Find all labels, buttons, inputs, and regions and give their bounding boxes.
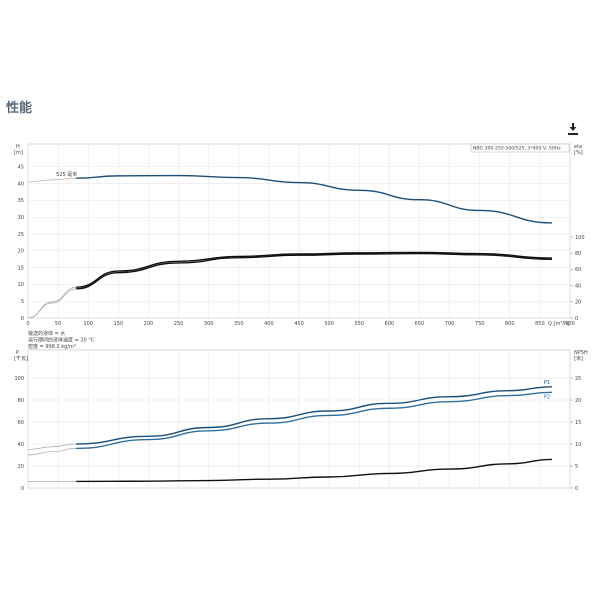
y-left-tick-label: 0 — [21, 316, 24, 322]
y-right-tick-label: 20 — [575, 398, 581, 404]
y-left-tick-label: 5 — [21, 299, 24, 305]
y-right-tick-label: 80 — [575, 251, 581, 257]
y-left-axis-unit: [千瓦] — [14, 355, 28, 362]
x-axis-label: Q [m³/h] — [548, 321, 569, 327]
extension-curve — [27, 177, 77, 183]
y-right-tick-label: 40 — [575, 283, 581, 289]
y-right-axis-unit: [%] — [574, 150, 583, 156]
x-tick-label: 700 — [445, 321, 455, 327]
series-line-P2 — [76, 391, 552, 450]
y-left-tick-label: 10 — [18, 282, 24, 288]
y-left-tick-label: 20 — [18, 464, 24, 470]
x-tick-label: 550 — [354, 321, 364, 327]
extension-curve — [27, 288, 77, 319]
series-label: P2 — [544, 394, 550, 400]
y-right-tick-label: 20 — [575, 300, 581, 306]
y-right-tick-label: 5 — [575, 464, 578, 470]
x-tick-label: 800 — [505, 321, 515, 327]
info-box-text: NBG 300-250-500/525, 3*400 V, 50Hz — [473, 146, 561, 152]
x-tick-label: 150 — [114, 321, 124, 327]
y-right-axis-label: NPSH — [574, 350, 588, 356]
download-icon[interactable] — [567, 122, 579, 136]
y-left-tick-label: 35 — [18, 198, 24, 204]
x-tick-label: 50 — [55, 321, 61, 327]
series-line-525-毫米 — [76, 174, 552, 224]
y-left-tick-label: 100 — [14, 376, 24, 382]
y-left-tick-label: 15 — [18, 265, 24, 271]
y-right-tick-label: 10 — [575, 442, 581, 448]
y-right-tick-label: 0 — [575, 486, 578, 492]
x-tick-label: 500 — [324, 321, 334, 327]
x-tick-label: 900 — [565, 321, 575, 327]
panel-power-npsh — [27, 349, 573, 489]
panel-head-efficiency — [27, 143, 573, 319]
chart-note: 输送的液体 = 水 — [28, 330, 65, 337]
x-tick-label: 400 — [264, 321, 274, 327]
series-line-right-2 — [76, 458, 552, 483]
y-left-tick-label: 40 — [18, 181, 24, 187]
x-tick-label: 650 — [415, 321, 425, 327]
y-left-tick-label: 30 — [18, 215, 24, 221]
chart-note: 密度 = 998.2 kg/m³ — [28, 343, 76, 350]
x-tick-label: 450 — [294, 321, 304, 327]
y-left-tick-label: 40 — [18, 442, 24, 448]
x-tick-label: 0 — [26, 321, 29, 327]
y-left-tick-label: 45 — [18, 165, 24, 171]
y-left-tick-label: 25 — [18, 232, 24, 238]
chart-note: 运行期间的液体温度 = 20 °C — [28, 336, 95, 343]
y-left-tick-label: 60 — [18, 420, 24, 426]
y-left-tick-label: 80 — [18, 398, 24, 404]
y-right-tick-label: 100 — [575, 235, 585, 241]
extension-curve — [27, 286, 77, 319]
x-tick-label: 300 — [204, 321, 214, 327]
x-tick-label: 350 — [234, 321, 244, 327]
series-line-right-2 — [76, 252, 552, 290]
y-right-axis-label: eta — [574, 144, 582, 150]
y-left-axis-unit: [m] — [14, 150, 23, 156]
y-right-tick-label: 0 — [575, 316, 578, 322]
y-left-tick-label: 20 — [18, 249, 24, 255]
x-tick-label: 600 — [385, 321, 395, 327]
info-box — [470, 143, 570, 153]
y-left-axis-label: H — [16, 144, 20, 150]
y-right-tick-label: 60 — [575, 267, 581, 273]
y-right-tick-label: 25 — [575, 376, 581, 382]
x-tick-label: 750 — [475, 321, 485, 327]
y-left-tick-label: 0 — [21, 486, 24, 492]
series-line-P1 — [76, 386, 552, 445]
x-tick-label: 200 — [144, 321, 154, 327]
page-title: 性能 — [6, 101, 33, 116]
y-left-axis-label: P — [16, 350, 19, 356]
x-tick-label: 850 — [535, 321, 545, 327]
series-label: P1 — [544, 380, 550, 386]
extension-curve — [27, 448, 77, 456]
series-label: 525 毫米 — [56, 171, 77, 178]
y-right-tick-label: 15 — [575, 420, 581, 426]
series-line-right-1 — [76, 251, 552, 288]
extension-curve — [27, 443, 77, 450]
x-tick-label: 100 — [83, 321, 93, 327]
y-right-axis-unit: [米] — [574, 355, 583, 362]
x-tick-label: 250 — [174, 321, 184, 327]
